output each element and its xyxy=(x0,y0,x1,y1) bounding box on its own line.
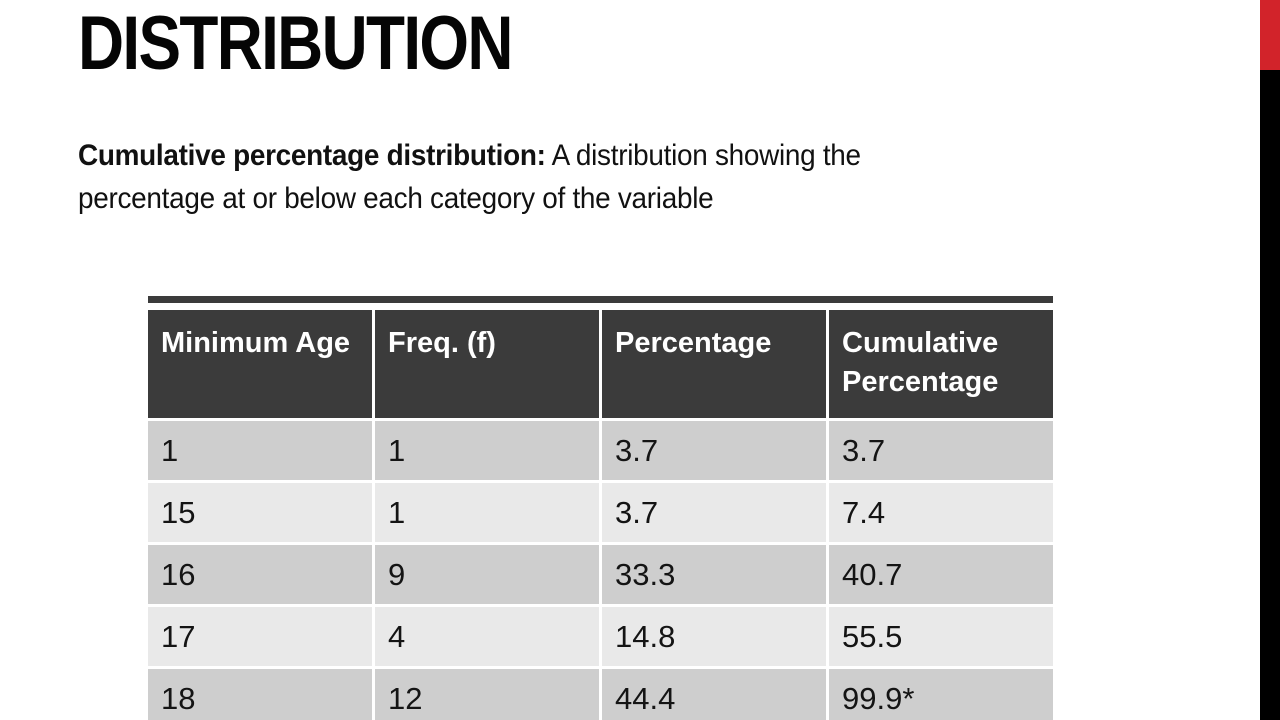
table-cell-r0-c3: 3.7 xyxy=(829,421,1053,480)
table-top-border xyxy=(148,296,1053,303)
table-cell-r1-c1: 1 xyxy=(375,483,599,542)
black-edge-bar xyxy=(1260,70,1280,720)
table-cell-r0-c1: 1 xyxy=(375,421,599,480)
definition-line2: percentage at or below each category of … xyxy=(78,182,714,215)
table-cell-r4-c3: 99.9* xyxy=(829,669,1053,720)
definition-line1-rest: A distribution showing the xyxy=(545,139,861,172)
table-cell-r1-c2: 3.7 xyxy=(602,483,826,542)
definition-term: Cumulative percentage distribution: xyxy=(78,139,546,172)
frequency-table-container: Minimum Age Freq. (f) Percentage Cumulative… xyxy=(148,296,1053,720)
table-cell-r2-c3: 40.7 xyxy=(829,545,1053,604)
table-cell-r2-c0: 16 xyxy=(148,545,372,604)
table-cell-r4-c1: 12 xyxy=(375,669,599,720)
red-accent-bar xyxy=(1260,0,1280,70)
table-cell-r0-c2: 3.7 xyxy=(602,421,826,480)
table-cell-r1-c3: 7.4 xyxy=(829,483,1053,542)
header-cell-1: Freq. (f) xyxy=(375,310,599,418)
table-cell-r1-c0: 15 xyxy=(148,483,372,542)
slide-title: DISTRIBUTION xyxy=(78,1,513,86)
table-cell-r2-c1: 9 xyxy=(375,545,599,604)
table-cell-r3-c2: 14.8 xyxy=(602,607,826,666)
header-cell-3: Cumulative Percentage xyxy=(829,310,1053,418)
table-cell-r3-c0: 17 xyxy=(148,607,372,666)
table-cell-r3-c1: 4 xyxy=(375,607,599,666)
table-cell-r4-c0: 18 xyxy=(148,669,372,720)
header-cell-0: Minimum Age xyxy=(148,310,372,418)
table-cell-r2-c2: 33.3 xyxy=(602,545,826,604)
cumulative-percentage-table: Minimum Age Freq. (f) Percentage Cumulative… xyxy=(148,310,1053,720)
table-cell-r4-c2: 44.4 xyxy=(602,669,826,720)
definition-text: Cumulative percentage distribution: A di… xyxy=(78,134,1138,220)
table-cell-r3-c3: 55.5 xyxy=(829,607,1053,666)
table-cell-r0-c0: 1 xyxy=(148,421,372,480)
header-cell-2: Percentage xyxy=(602,310,826,418)
